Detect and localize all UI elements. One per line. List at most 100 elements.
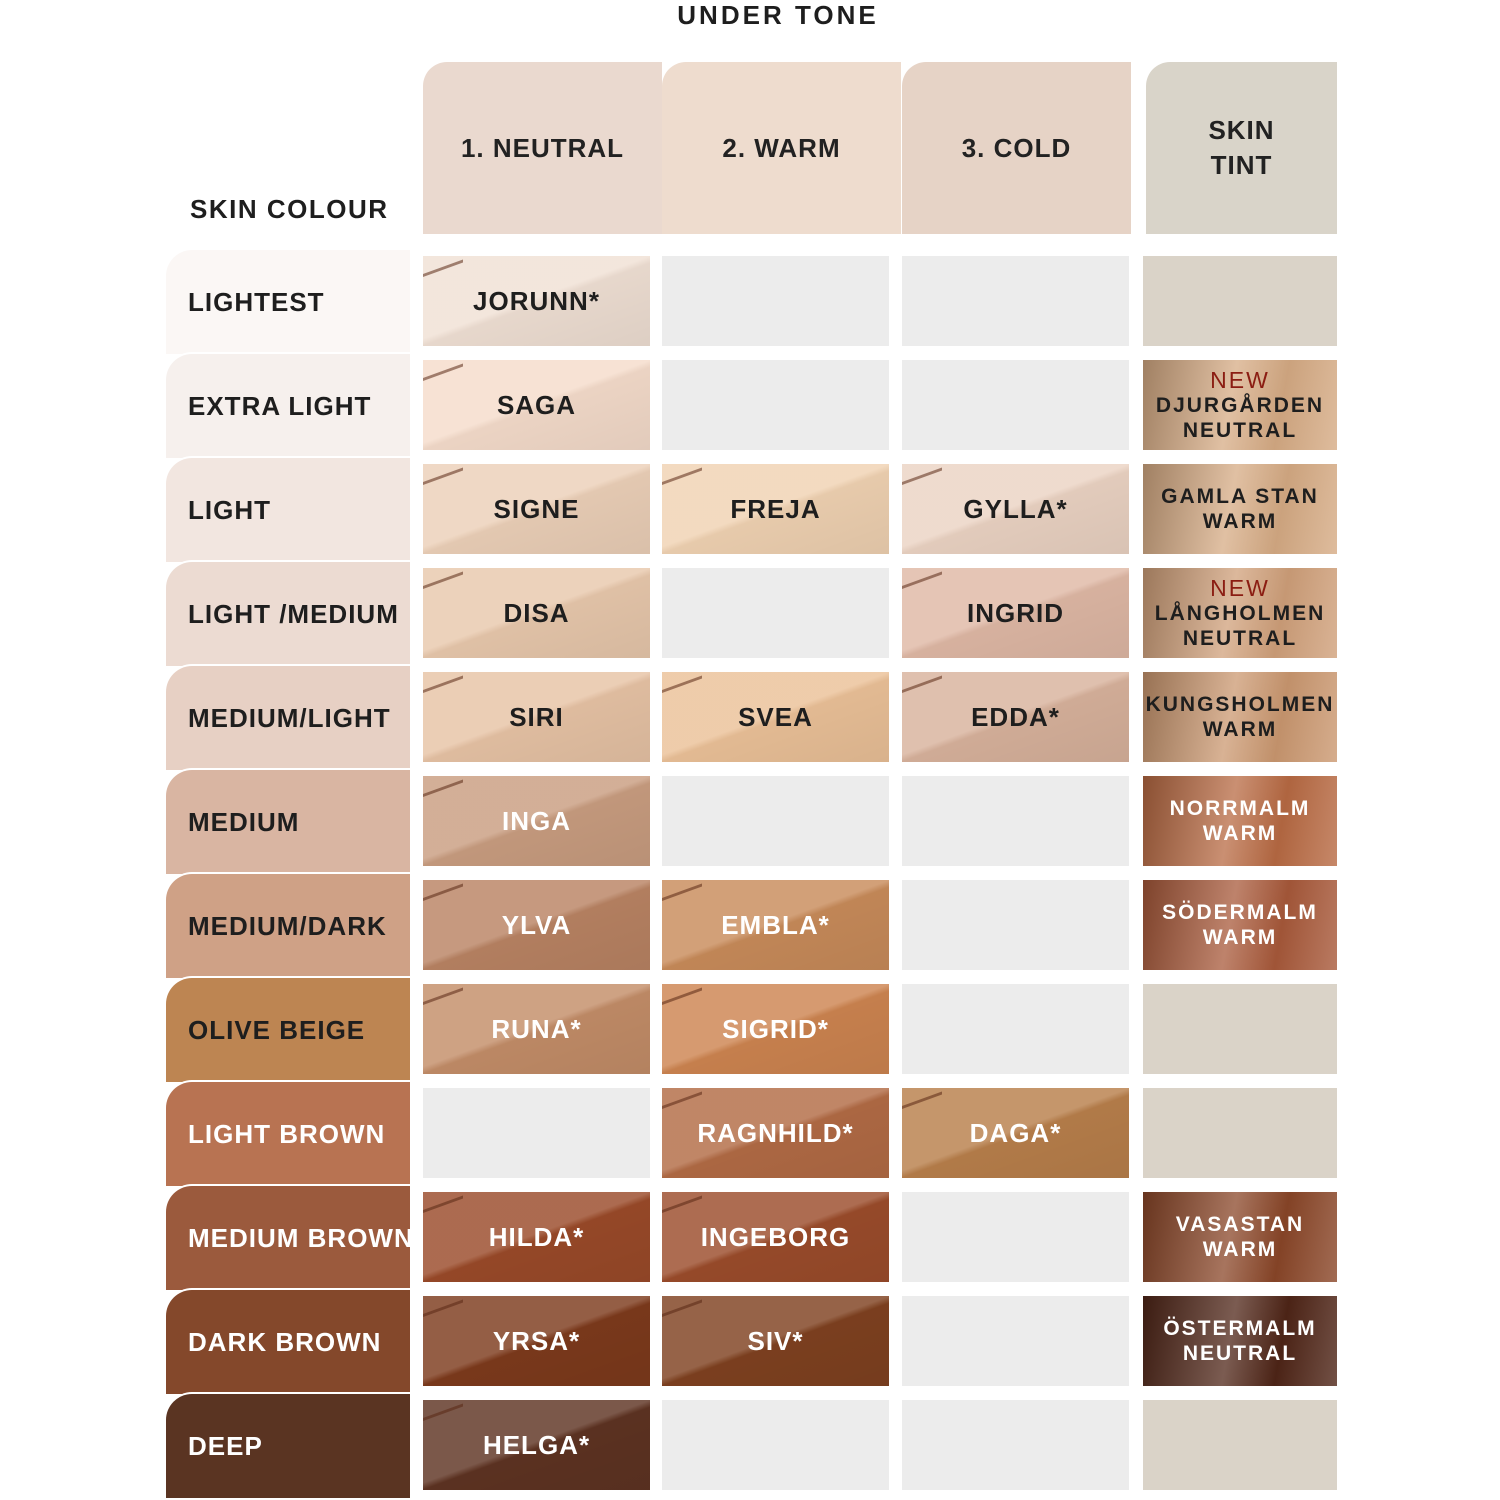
shade-name: EMBLA* — [721, 909, 830, 940]
row-label-medium-dark: MEDIUM/DARK — [166, 874, 410, 978]
shade-swatch[interactable]: INGEBORG — [662, 1192, 889, 1282]
shade-swatch[interactable]: INGRID — [902, 568, 1129, 658]
under-tone-title: UNDER TONE — [677, 0, 879, 30]
tint-tone: NEUTRAL — [1182, 418, 1298, 442]
row-label-light: LIGHT — [166, 458, 410, 562]
shade-swatch[interactable]: SIRI — [423, 672, 650, 762]
shade-swatch[interactable]: JORUNN* — [423, 256, 650, 346]
row-label-dark-brown: DARK BROWN — [166, 1290, 410, 1394]
tint-name: VASASTAN — [1175, 1213, 1305, 1236]
empty-cell — [902, 984, 1129, 1074]
new-badge: NEW — [1210, 574, 1270, 601]
shade-name: YRSA* — [492, 1325, 581, 1356]
shade-swatch[interactable]: HELGA* — [423, 1400, 650, 1490]
shade-swatch[interactable]: SIV* — [662, 1296, 889, 1386]
empty-cell — [902, 1296, 1129, 1386]
tint-name: SÖDERMALM — [1162, 901, 1318, 924]
header-3: 3. COLD — [902, 62, 1131, 234]
skin-tint-swatch[interactable]: SÖDERMALM WARM — [1143, 880, 1337, 970]
shade-swatch[interactable]: EDDA* — [902, 672, 1129, 762]
shade-swatch[interactable]: SVEA — [662, 672, 889, 762]
shade-swatch[interactable]: RUNA* — [423, 984, 650, 1074]
shade-swatch[interactable]: FREJA — [662, 464, 889, 554]
tint-tone: NEUTRAL — [1182, 626, 1298, 650]
tint-name: NORRMALM — [1169, 797, 1311, 820]
shade-name: DAGA* — [969, 1117, 1062, 1148]
empty-cell — [662, 1400, 889, 1490]
shade-name: GYLLA* — [963, 493, 1068, 524]
tint-name: ÖSTERMALM — [1163, 1317, 1317, 1340]
skin-colour-label: SKIN COLOUR — [190, 194, 389, 224]
empty-tint-cell — [1143, 256, 1337, 346]
new-badge: NEW — [1210, 366, 1270, 393]
shade-name: YLVA — [501, 909, 572, 940]
shade-name: INGEBORG — [700, 1221, 851, 1252]
empty-cell — [662, 776, 889, 866]
shade-swatch[interactable]: YLVA — [423, 880, 650, 970]
header-label: 2. WARM — [722, 132, 841, 163]
row-label-lightest: LIGHTEST — [166, 250, 410, 354]
empty-cell — [902, 1400, 1129, 1490]
shade-name: RAGNHILD* — [697, 1117, 854, 1148]
row-label-medium-light: MEDIUM/LIGHT — [166, 666, 410, 770]
shade-name: SAGA — [496, 389, 577, 420]
row-label-medium-brown: MEDIUM BROWN — [166, 1186, 413, 1290]
shade-name: JORUNN* — [473, 285, 600, 316]
shade-name: INGRID — [967, 597, 1064, 628]
skin-tint-swatch[interactable]: ÖSTERMALM NEUTRAL — [1143, 1296, 1337, 1386]
tint-tone: WARM — [1202, 510, 1278, 533]
tint-tone: WARM — [1202, 926, 1278, 949]
skin-tint-swatch[interactable]: KUNGSHOLMEN WARM — [1143, 672, 1337, 762]
shade-swatch[interactable]: EMBLA* — [662, 880, 889, 970]
shade-swatch[interactable]: RAGNHILD* — [662, 1088, 889, 1178]
shade-name: SVEA — [738, 701, 813, 732]
shade-name: RUNA* — [491, 1013, 582, 1044]
row-label-medium: MEDIUM — [166, 770, 410, 874]
shade-name: DISA — [503, 597, 570, 628]
shade-swatch[interactable]: HILDA* — [423, 1192, 650, 1282]
skin-tint-swatch[interactable]: GAMLA STAN WARM — [1143, 464, 1337, 554]
skin-tint-swatch[interactable]: VASASTAN WARM — [1143, 1192, 1337, 1282]
shade-name: HILDA* — [488, 1221, 585, 1252]
header-1: 1. NEUTRAL — [423, 62, 662, 234]
shade-name: SIV* — [747, 1325, 804, 1356]
header-label: 3. COLD — [961, 132, 1072, 163]
empty-cell — [902, 360, 1129, 450]
tint-tone: NEUTRAL — [1182, 1342, 1298, 1365]
empty-cell — [662, 256, 889, 346]
empty-cell — [662, 568, 889, 658]
tint-name: KUNGSHOLMEN — [1145, 693, 1335, 716]
shade-swatch[interactable]: YRSA* — [423, 1296, 650, 1386]
empty-tint-cell — [1143, 1088, 1337, 1178]
header-label: 1. NEUTRAL — [460, 132, 625, 163]
shade-swatch[interactable]: GYLLA* — [902, 464, 1129, 554]
header-label: SKIN TINT — [1208, 115, 1275, 180]
empty-cell — [902, 880, 1129, 970]
header-4: SKIN TINT — [1146, 62, 1337, 234]
tint-name: DJURGÅRDEN — [1155, 393, 1325, 417]
shade-name: FREJA — [730, 493, 821, 524]
shade-name: SIGRID* — [722, 1013, 829, 1044]
empty-cell — [423, 1088, 650, 1178]
shade-name: SIRI — [509, 701, 564, 732]
shade-swatch[interactable]: SAGA — [423, 360, 650, 450]
row-label-deep: DEEP — [166, 1394, 410, 1498]
shade-swatch[interactable]: SIGNE — [423, 464, 650, 554]
skin-tint-swatch[interactable]: NORRMALM WARM — [1143, 776, 1337, 866]
empty-cell — [902, 256, 1129, 346]
tint-tone: WARM — [1202, 718, 1278, 741]
empty-cell — [662, 360, 889, 450]
shade-swatch[interactable]: SIGRID* — [662, 984, 889, 1074]
shade-swatch[interactable]: INGA — [423, 776, 650, 866]
shade-name: EDDA* — [971, 701, 1060, 732]
skin-tint-swatch[interactable]: NEW DJURGÅRDEN NEUTRAL — [1143, 360, 1337, 450]
tint-name: LÅNGHOLMEN — [1154, 601, 1326, 625]
shade-name: SIGNE — [493, 493, 580, 524]
skin-tint-swatch[interactable]: NEW LÅNGHOLMEN NEUTRAL — [1143, 568, 1337, 658]
empty-tint-cell — [1143, 1400, 1337, 1490]
shade-swatch[interactable]: DISA — [423, 568, 650, 658]
tint-tone: WARM — [1202, 1238, 1278, 1261]
shade-swatch[interactable]: DAGA* — [902, 1088, 1129, 1178]
header-2: 2. WARM — [662, 62, 901, 234]
empty-tint-cell — [1143, 984, 1337, 1074]
